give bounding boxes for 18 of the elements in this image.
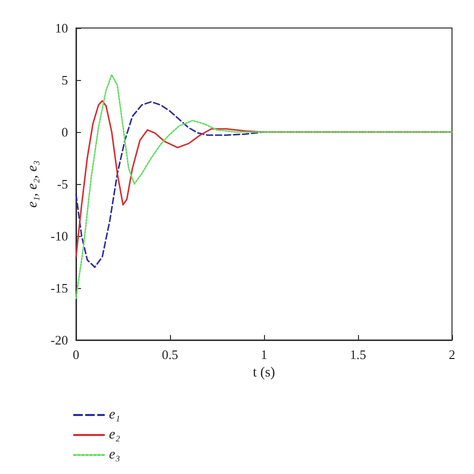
- legend-label: e₂: [109, 428, 120, 442]
- x-tick-label: 0.5: [162, 347, 178, 362]
- x-tick-label: 1: [260, 347, 268, 362]
- y-tick-label: -15: [50, 280, 68, 296]
- line-series: [75, 74, 453, 300]
- y-tick-label: 0: [62, 124, 68, 140]
- y-tick-label: -20: [50, 332, 68, 348]
- legend-label: e₃: [109, 448, 120, 462]
- x-tick-label: 0: [72, 347, 80, 362]
- x-tick-label: 1.5: [350, 347, 366, 362]
- y-tick-label: -5: [57, 176, 68, 192]
- x-axis-title: t (s): [252, 366, 276, 380]
- y-tick-label: 5: [62, 72, 68, 88]
- y-axis-title: e₁, e₂, e₃: [25, 160, 40, 208]
- legend-label: e₁: [109, 408, 120, 422]
- y-tick-label: -10: [50, 228, 68, 244]
- y-tick-label: 10: [55, 20, 68, 36]
- x-tick-label: 2: [448, 347, 456, 362]
